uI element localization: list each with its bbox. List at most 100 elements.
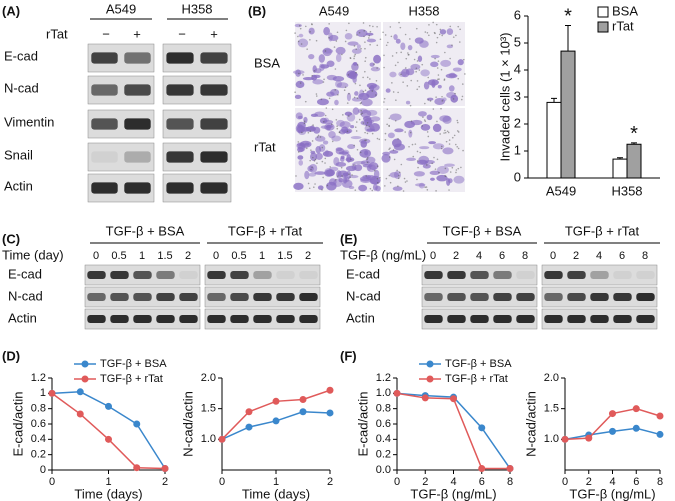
marker	[299, 395, 307, 403]
pore	[294, 91, 296, 94]
pore	[451, 44, 453, 46]
y-tick-label: 2.0	[201, 372, 216, 384]
panel-label: (D)	[2, 348, 20, 363]
pore	[416, 160, 419, 162]
y-tick-label: 1.5	[201, 403, 216, 415]
pore	[422, 116, 424, 118]
legend-marker	[81, 360, 89, 368]
lane-label: 1	[139, 250, 145, 262]
x-tick-label: 4	[450, 476, 456, 488]
pore	[388, 117, 391, 120]
row-label: Actin	[4, 178, 33, 193]
pore	[368, 87, 371, 90]
pore	[454, 92, 456, 95]
pore	[374, 169, 376, 172]
x-tick-label: 8	[657, 476, 663, 488]
y-tick-label: 1.2	[376, 372, 391, 384]
pore	[298, 72, 300, 75]
legend-marker	[426, 375, 434, 383]
pore	[340, 166, 343, 169]
pore	[394, 119, 397, 122]
bar	[612, 158, 628, 179]
pore	[398, 21, 400, 24]
cell	[294, 23, 302, 28]
blot-band	[424, 293, 443, 301]
pore	[353, 57, 355, 60]
pore	[385, 177, 388, 180]
error-bar	[631, 142, 637, 145]
cell	[368, 162, 379, 171]
cell	[350, 135, 362, 140]
pore	[360, 110, 362, 112]
cell	[326, 74, 337, 81]
pore	[315, 93, 318, 95]
pore	[385, 44, 388, 47]
pore	[410, 120, 413, 122]
pore	[376, 181, 379, 184]
pore	[415, 51, 418, 53]
pore	[383, 185, 386, 187]
line	[396, 392, 511, 469]
pore	[368, 37, 370, 39]
pore	[456, 119, 459, 122]
line	[221, 410, 331, 441]
pore	[346, 130, 349, 133]
blot-band	[230, 315, 249, 323]
pore	[324, 157, 327, 160]
pore	[397, 61, 399, 64]
pore	[354, 82, 357, 85]
marker	[421, 394, 429, 402]
pore	[335, 178, 337, 181]
pore	[455, 169, 458, 171]
blot-band	[110, 271, 129, 279]
pore	[373, 63, 375, 65]
pore	[334, 68, 337, 70]
blot-band	[253, 271, 272, 279]
cell	[295, 80, 305, 89]
y-tick-label: 1.2	[31, 372, 46, 384]
cell	[335, 80, 342, 88]
blot-band	[253, 315, 272, 323]
blot-band	[156, 293, 175, 301]
pore	[383, 97, 386, 100]
pore	[309, 159, 311, 162]
pore	[297, 40, 300, 43]
pore	[297, 35, 299, 38]
lane-label: 4	[596, 250, 602, 262]
blot-band	[200, 52, 228, 64]
blot-band	[299, 315, 318, 323]
lane-label: 8	[642, 250, 648, 262]
pore	[383, 66, 385, 69]
cell	[381, 153, 391, 163]
blot-band	[636, 271, 655, 279]
y-axis-label: Invaded cells (1 × 10³)	[497, 33, 512, 162]
cell	[347, 144, 356, 150]
pore	[421, 63, 424, 66]
pore	[444, 131, 447, 134]
cell	[446, 28, 454, 35]
pore	[364, 70, 366, 73]
pore	[447, 131, 450, 134]
pore	[389, 181, 392, 184]
y-tick-label: 0.8	[31, 403, 46, 415]
pore	[398, 174, 400, 177]
pore	[457, 131, 460, 133]
cell	[298, 33, 304, 38]
pore	[366, 157, 369, 159]
pore	[391, 55, 394, 57]
pore	[462, 149, 464, 152]
pore	[384, 138, 387, 141]
pore	[438, 33, 441, 36]
blot-band	[424, 315, 443, 323]
blot-band	[200, 151, 228, 163]
lane-label: 8	[522, 250, 528, 262]
marker	[272, 397, 280, 405]
pore	[299, 82, 302, 84]
y-tick-label: 6	[514, 7, 521, 22]
pore	[376, 44, 379, 47]
pore	[461, 95, 464, 98]
pore	[330, 123, 333, 125]
cell	[373, 54, 382, 64]
pore	[363, 29, 366, 32]
cell	[442, 147, 454, 155]
